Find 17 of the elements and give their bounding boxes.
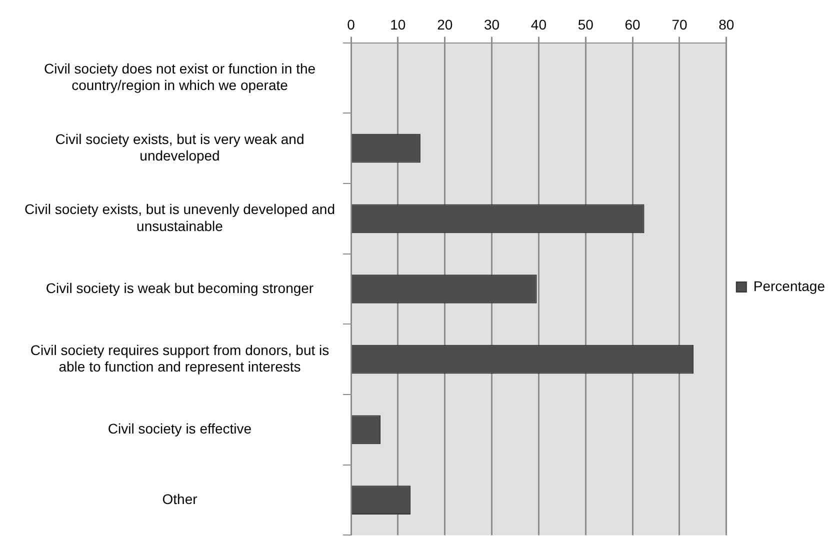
legend-label: Percentage [753, 278, 826, 294]
x-tick-label: 60 [624, 16, 641, 32]
y-tick-label: Civil society does not exist or function in the country/region in which we operate [44, 60, 316, 94]
x-tick-label: 80 [718, 16, 734, 32]
x-tick-label: 10 [390, 16, 406, 32]
x-tick-label: 30 [484, 16, 500, 32]
x-tick-label: 70 [672, 16, 688, 32]
x-tick-label: 50 [578, 16, 594, 32]
y-tick-label: Civil society is effective [108, 420, 252, 437]
x-tick-label: 0 [347, 16, 356, 32]
y-tick-label: Civil society exists, but is very weak and undeveloped [55, 130, 304, 164]
y-tick-label: Civil society requires support from donors, but is able to function and represent interests [30, 342, 330, 375]
y-tick-label: Other [162, 490, 198, 507]
x-tick-label: 20 [437, 16, 453, 32]
y-tick-label: Civil society is weak but becoming stronger [46, 280, 314, 296]
y-tick-label: Civil society exists, but is unevenly developed and unsustainable [24, 201, 336, 234]
x-tick-label: 40 [530, 16, 547, 32]
